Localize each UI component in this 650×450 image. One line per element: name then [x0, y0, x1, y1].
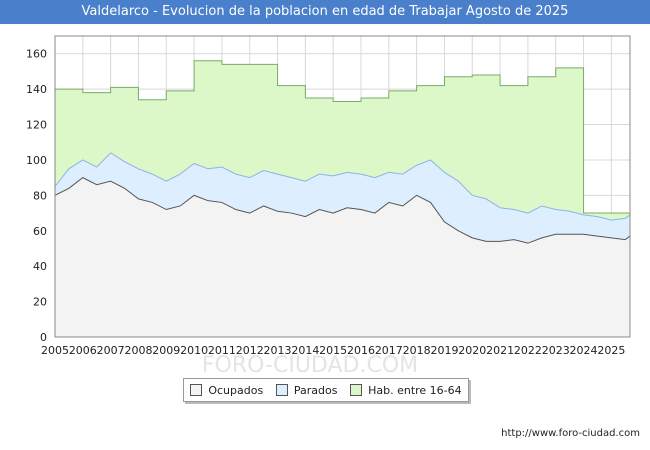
- series-line-hab: [55, 60, 630, 214]
- x-tick-label: 2009: [152, 344, 180, 357]
- x-tick-label: 2017: [375, 344, 403, 357]
- y-tick-label: 160: [26, 48, 47, 61]
- legend-swatch-parados: [275, 384, 288, 396]
- legend-label-ocupados: Ocupados: [208, 383, 264, 397]
- x-tick-label: 2014: [291, 344, 319, 357]
- y-axis: 0 20 40 60 80 100 120 140 160: [26, 48, 47, 344]
- y-tick-label: 40: [33, 260, 47, 273]
- x-tick-label: 2016: [347, 344, 375, 357]
- chart-title: Valdelarco - Evolucion de la poblacion e…: [0, 0, 650, 24]
- plot-border: [54, 35, 631, 338]
- y-tick-label: 0: [40, 331, 47, 344]
- chart-areas: [54, 60, 631, 337]
- x-tick-label: 2023: [542, 344, 570, 357]
- watermark: FORO-CIUDAD.COM: [202, 353, 418, 378]
- source-link[interactable]: http://www.foro-ciudad.com: [501, 428, 640, 439]
- legend: Ocupados Parados Hab. entre 16-64: [183, 378, 469, 402]
- legend-label-parados: Parados: [293, 383, 338, 397]
- y-tick-label: 60: [33, 225, 47, 238]
- x-tick-label: 2021: [486, 344, 514, 357]
- y-tick-label: 140: [26, 83, 47, 96]
- x-tick-label: 2007: [97, 344, 125, 357]
- y-tick-label: 100: [26, 154, 47, 167]
- x-tick-label: 2012: [236, 344, 264, 357]
- y-tick-label: 20: [33, 296, 47, 309]
- x-axis: 2005 2006 2007 2008 2009 2010 2011 2012 2013 2014…: [41, 344, 625, 357]
- legend-swatch-hab: [350, 384, 363, 396]
- x-tick-label: 2008: [124, 344, 152, 357]
- x-tick-label: 2011: [208, 344, 236, 357]
- x-tick-label: 2019: [430, 344, 458, 357]
- legend-item-ocupados: Ocupados: [190, 384, 263, 397]
- legend-item-hab: Hab. entre 16-64: [350, 384, 462, 397]
- series-area-ocupados: [55, 177, 630, 337]
- x-tick-label: 2024: [570, 344, 598, 357]
- legend-label-hab: Hab. entre 16-64: [368, 383, 462, 397]
- y-tick-label: 80: [33, 189, 47, 202]
- x-tick-label: 2018: [403, 344, 431, 357]
- series-line-ocupados: [54, 177, 631, 244]
- y-tick-label: 120: [26, 119, 47, 132]
- series-line-parados: [54, 152, 631, 221]
- x-tick-label: 2006: [69, 344, 97, 357]
- legend-swatch-ocupados: [190, 384, 203, 396]
- x-tick-label: 2015: [319, 344, 347, 357]
- x-tick-label: 2020: [458, 344, 486, 357]
- x-tick-label: 2025: [597, 344, 625, 357]
- legend-item-parados: Parados: [275, 383, 338, 397]
- x-tick-label: 2022: [514, 344, 542, 357]
- x-tick-label: 2005: [41, 344, 69, 357]
- x-tick-label: 2010: [180, 344, 208, 357]
- x-tick-label: 2013: [264, 344, 292, 357]
